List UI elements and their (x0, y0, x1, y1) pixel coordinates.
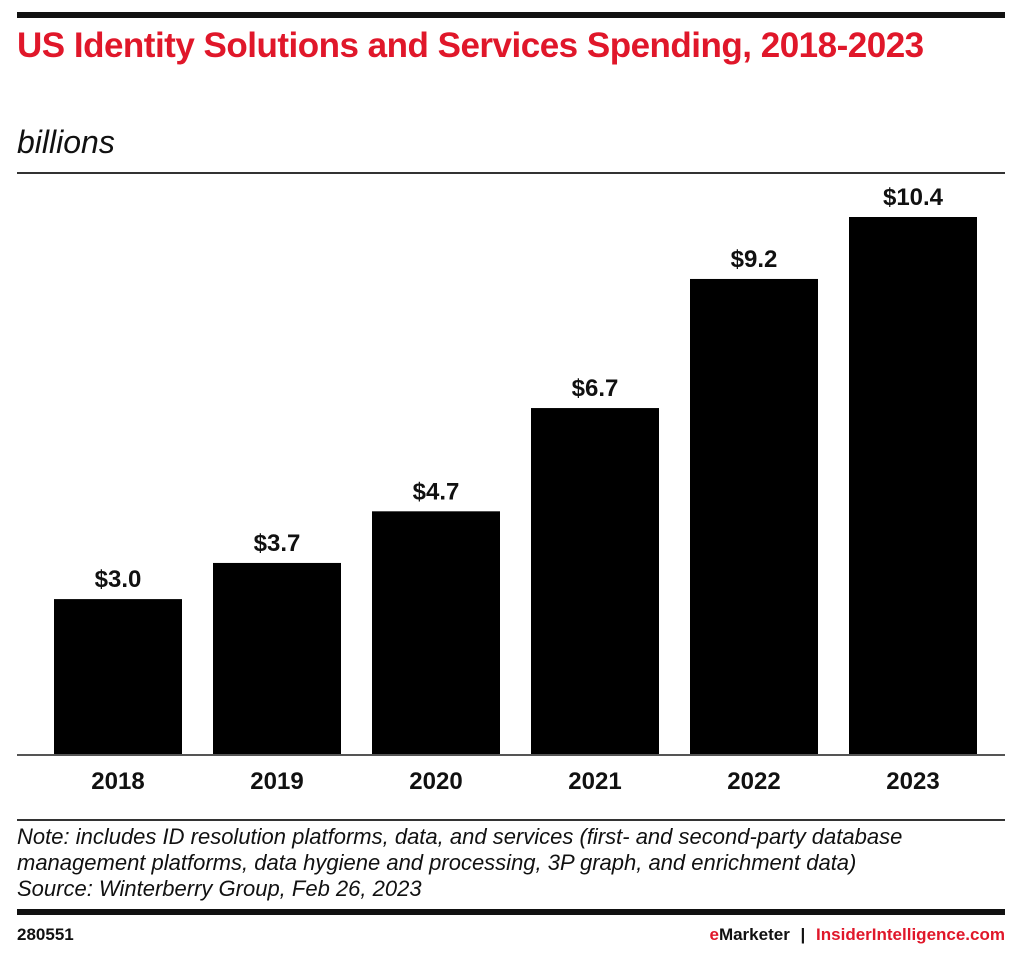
brand-separator: | (800, 925, 806, 944)
chart-id: 280551 (17, 925, 74, 944)
chart-subtitle: billions (17, 124, 115, 160)
bar-chart: $3.0 2018 $3.7 2019 $4.7 2020 $6.7 2021 $9.2 2022… (17, 184, 1005, 795)
chart-title: US Identity Solutions and Services Spend… (17, 26, 924, 65)
note-line-2: management platforms, data hygiene and p… (17, 850, 857, 875)
bar-2019 (213, 562, 341, 754)
title-divider (17, 172, 1005, 174)
x-tick-label-2022: 2022 (727, 768, 780, 795)
chart-note: Note: includes ID resolution platforms, … (17, 824, 1017, 902)
bar-2021 (531, 408, 659, 754)
data-label-2018: $3.0 (95, 566, 142, 593)
source-line: Source: Winterberry Group, Feb 26, 2023 (17, 876, 422, 901)
note-divider (17, 819, 1005, 821)
bar-2018 (54, 599, 182, 754)
data-label-2023: $10.4 (883, 184, 944, 211)
brand-emarketer: Marketer (718, 925, 790, 944)
data-label-2020: $4.7 (413, 478, 460, 505)
bar-2022 (690, 278, 818, 754)
x-tick-label-2020: 2020 (409, 768, 462, 795)
note-line-1: Note: includes ID resolution platforms, … (17, 824, 903, 849)
brand-e: e (709, 925, 719, 944)
x-tick-label-2021: 2021 (568, 768, 621, 795)
x-tick-label-2018: 2018 (91, 768, 144, 795)
data-label-2022: $9.2 (731, 246, 778, 273)
x-axis-line (17, 754, 1005, 756)
brand-footer: eMarketer | InsiderIntelligence.com (709, 925, 1005, 945)
bar-2023 (849, 217, 977, 754)
top-rule (17, 12, 1005, 18)
bar-2020 (372, 511, 500, 754)
x-tick-label-2019: 2019 (250, 768, 303, 795)
data-label-2019: $3.7 (254, 530, 301, 557)
brand-site: InsiderIntelligence.com (816, 925, 1005, 944)
bottom-rule (17, 909, 1005, 915)
data-label-2021: $6.7 (572, 375, 619, 402)
x-tick-label-2023: 2023 (886, 768, 939, 795)
